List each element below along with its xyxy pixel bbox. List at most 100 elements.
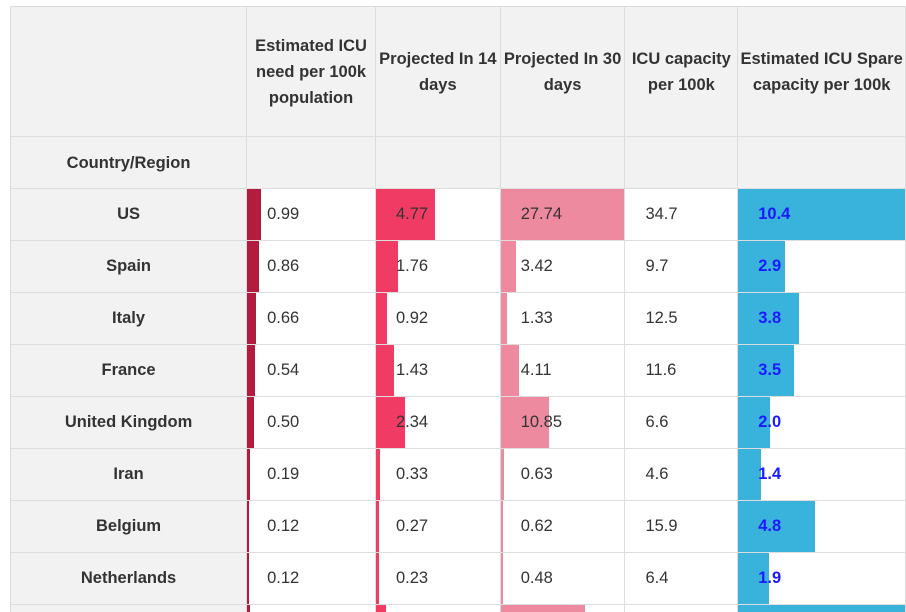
capacity-cell: 34.7	[624, 188, 739, 241]
proj14-bar	[376, 345, 394, 396]
spare-bar	[738, 345, 795, 396]
spare-bar	[738, 449, 761, 500]
spare-bar	[738, 189, 905, 240]
icu-need-value: 0.50	[267, 413, 300, 431]
proj14-value: 0.23	[395, 569, 429, 587]
icu-need-bar	[247, 449, 250, 500]
icu-need-cell: 0.50	[246, 396, 376, 449]
proj30-value: 0.48	[520, 569, 553, 587]
icu-need-cell: 0.86	[246, 240, 376, 293]
spare-value: 1.9	[758, 569, 782, 587]
capacity-cell: 11.6	[624, 344, 739, 397]
spare-cell: 1.9	[737, 552, 906, 605]
proj14-cell: 0.27	[374, 500, 501, 553]
proj14-bar	[376, 501, 380, 552]
proj14-bar	[376, 241, 398, 292]
capacity-cell: 6.4	[624, 552, 739, 605]
icu-need-cell: 0.12	[246, 552, 376, 605]
spare-bar	[738, 293, 800, 344]
header-projected-14[interactable]: Projected In 14 days	[374, 6, 501, 137]
proj30-bar	[501, 501, 504, 552]
capacity-cell: 9.7	[624, 240, 739, 293]
icu-need-bar	[247, 241, 260, 292]
partial-cell	[374, 604, 501, 612]
proj30-value: 0.62	[520, 517, 553, 535]
spare-bar	[738, 397, 771, 448]
icu-need-value: 0.66	[267, 309, 300, 327]
partial-cell	[246, 604, 376, 612]
header-icu-capacity[interactable]: ICU capacity per 100k	[624, 6, 739, 137]
icu-need-bar	[247, 605, 250, 612]
proj14-bar	[376, 449, 381, 500]
spare-bar	[738, 241, 785, 292]
proj30-bar	[501, 189, 624, 240]
spare-cell: 4.8	[737, 500, 906, 553]
proj30-value: 10.85	[520, 413, 562, 431]
icu-need-value: 0.12	[267, 569, 300, 587]
table-row: Spain 0.86 1.76 3.42 9.7 2.9	[9, 240, 906, 293]
table-row: US 0.99 4.77 27.74 34.7 10.4	[9, 188, 906, 241]
proj30-cell: 27.74	[499, 188, 626, 241]
proj30-cell: 1.33	[499, 292, 626, 345]
spare-value: 3.8	[758, 309, 782, 327]
icu-need-bar	[247, 397, 255, 448]
index-label: Country/Region	[9, 136, 248, 189]
capacity-cell: 6.6	[624, 396, 739, 449]
icu-need-cell: 0.19	[246, 448, 376, 501]
spare-bar	[738, 501, 816, 552]
index-blank	[246, 136, 376, 189]
header-projected-30[interactable]: Projected In 30 days	[499, 6, 626, 137]
proj30-bar	[501, 293, 507, 344]
proj14-bar	[376, 189, 436, 240]
table-row: Italy 0.66 0.92 1.33 12.5 3.8	[9, 292, 906, 345]
spare-bar	[738, 605, 905, 612]
partial-cell	[499, 604, 626, 612]
proj14-cell: 0.23	[374, 552, 501, 605]
icu-need-cell: 0.54	[246, 344, 376, 397]
proj14-value: 4.77	[395, 205, 429, 223]
spare-value: 3.5	[758, 361, 782, 379]
proj14-value: 0.33	[395, 465, 429, 483]
proj14-value: 1.43	[395, 361, 429, 379]
header-spare-capacity[interactable]: Estimated ICU Spare capacity per 100k	[737, 6, 906, 137]
proj30-value: 0.63	[520, 465, 553, 483]
proj14-cell: 1.76	[374, 240, 501, 293]
country-cell: Belgium	[9, 500, 248, 553]
proj30-bar	[501, 553, 503, 604]
proj30-cell: 0.63	[499, 448, 626, 501]
table-row: Belgium 0.12 0.27 0.62 15.9 4.8	[9, 500, 906, 553]
proj30-bar	[501, 605, 585, 612]
proj30-value: 3.42	[520, 257, 553, 275]
proj30-cell: 0.62	[499, 500, 626, 553]
table-row: Netherlands 0.12 0.23 0.48 6.4 1.9	[9, 552, 906, 605]
proj30-cell: 4.11	[499, 344, 626, 397]
partial-cell	[624, 604, 739, 612]
proj14-bar	[376, 605, 386, 612]
header-icu-need[interactable]: Estimated ICU need per 100k population	[246, 6, 376, 137]
country-cell: United Kingdom	[9, 396, 248, 449]
partial-cell	[737, 604, 906, 612]
icu-need-bar	[247, 293, 257, 344]
icu-need-cell: 0.66	[246, 292, 376, 345]
spare-value: 4.8	[758, 517, 782, 535]
header-country	[9, 6, 248, 137]
icu-capacity-table: Estimated ICU need per 100k population P…	[9, 6, 906, 612]
proj14-cell: 1.43	[374, 344, 501, 397]
spare-cell: 2.0	[737, 396, 906, 449]
proj30-bar	[501, 241, 516, 292]
icu-need-value: 0.99	[267, 205, 300, 223]
spare-cell: 3.8	[737, 292, 906, 345]
country-cell: Netherlands	[9, 552, 248, 605]
icu-need-bar	[247, 501, 249, 552]
proj14-value: 0.92	[395, 309, 429, 327]
capacity-cell: 4.6	[624, 448, 739, 501]
index-blank	[737, 136, 906, 189]
icu-need-value: 0.54	[267, 361, 300, 379]
index-blank	[374, 136, 501, 189]
proj14-cell: 0.92	[374, 292, 501, 345]
country-cell: Spain	[9, 240, 248, 293]
table-row-partial	[9, 604, 906, 612]
table-row: United Kingdom 0.50 2.34 10.85 6.6 2.0	[9, 396, 906, 449]
column-header-row: Estimated ICU need per 100k population P…	[9, 6, 906, 137]
table-body: US 0.99 4.77 27.74 34.7 10.4 Spain 0.86 1.76 3.42…	[9, 188, 906, 612]
